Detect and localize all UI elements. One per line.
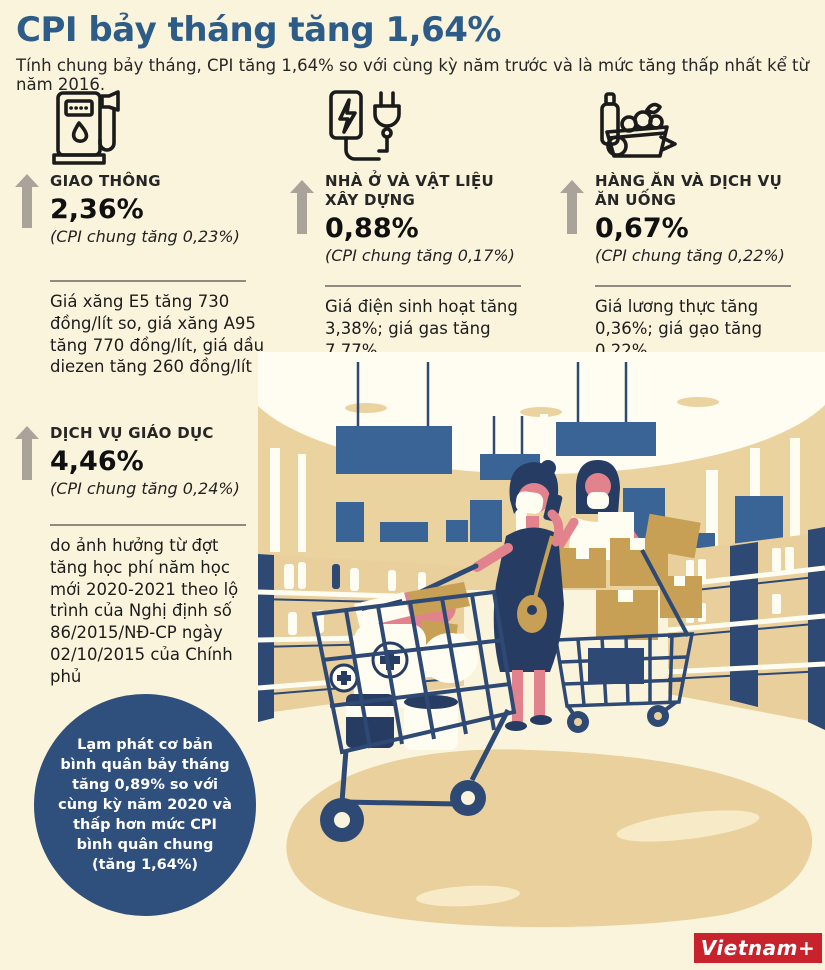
- sign-rods: [356, 362, 628, 454]
- divider: [50, 524, 246, 527]
- up-arrow-icon: [560, 180, 584, 238]
- shopping-cart-boxes: [553, 512, 702, 733]
- stat-hang-an: HÀNG ĂN VÀ DỊCH VỤ ĂN UỐNG 0,67% (CPI ch…: [560, 88, 813, 362]
- shopping-cart-front: [311, 563, 517, 842]
- floor-blob: [286, 749, 813, 928]
- supermarket-illustration: [258, 352, 825, 928]
- stat-note: (CPI chung tăng 0,23%): [50, 227, 240, 247]
- stat-detail: Giá lương thực tăng 0,36%; giá gạo tăng …: [595, 297, 763, 360]
- stat-giao-thong: GIAO THÔNG 2,36% (CPI chung tăng 0,23%) …: [15, 88, 268, 378]
- stat-note: (CPI chung tăng 0,17%): [325, 246, 515, 266]
- stat-detail: Giá điện sinh hoạt tăng 3,38%; giá gas t…: [325, 297, 518, 360]
- fuel-pump-icon: [50, 88, 268, 172]
- stat-value: 2,36%: [50, 194, 144, 226]
- page-subtitle: Tính chung bảy tháng, CPI tăng 1,64% so …: [16, 56, 809, 94]
- logo-text: Vietnam+: [700, 936, 816, 960]
- up-arrow-icon: [15, 174, 39, 232]
- vietnamplus-logo: Vietnam+: [694, 933, 822, 963]
- highlight-circle: Lạm phát cơ bản bình quân bảy tháng tăng…: [34, 694, 256, 916]
- right-shelf: [667, 527, 825, 730]
- stat-label: DỊCH VỤ GIÁO DỤC: [50, 424, 214, 442]
- up-arrow-icon: [290, 180, 314, 238]
- shopper-figure-front: [472, 460, 564, 731]
- stat-value: 4,46%: [50, 446, 144, 478]
- food-basket-icon: [595, 88, 813, 172]
- stat-giao-duc: DỊCH VỤ GIÁO DỤC 4,46% (CPI chung tăng 0…: [15, 424, 262, 688]
- stat-value: 0,67%: [595, 213, 689, 245]
- divider: [325, 285, 521, 288]
- electric-plug-icon: [325, 88, 533, 172]
- stat-detail: do ảnh hưởng từ đợt tăng học phí năm học…: [50, 536, 239, 686]
- stat-label: HÀNG ĂN VÀ DỊCH VỤ ĂN UỐNG: [595, 172, 783, 210]
- hanging-signs: [336, 422, 656, 480]
- highlight-text: Lạm phát cơ bản bình quân bảy tháng tăng…: [58, 737, 232, 873]
- divider: [595, 285, 791, 288]
- up-arrow-icon: [15, 426, 39, 484]
- stat-note: (CPI chung tăng 0,22%): [595, 246, 785, 266]
- stat-nha-o: NHÀ Ở VÀ VẬT LIỆU XÂY DỰNG 0,88% (CPI ch…: [290, 88, 533, 362]
- page-title: CPI bảy tháng tăng 1,64%: [16, 10, 501, 50]
- stat-value: 0,88%: [325, 213, 419, 245]
- divider: [50, 280, 246, 283]
- stat-label: GIAO THÔNG: [50, 172, 161, 190]
- stat-label: NHÀ Ở VÀ VẬT LIỆU XÂY DỰNG: [325, 172, 495, 210]
- stat-detail: Giá xăng E5 tăng 730 đồng/lít so, giá xă…: [50, 292, 265, 377]
- stat-note: (CPI chung tăng 0,24%): [50, 479, 240, 499]
